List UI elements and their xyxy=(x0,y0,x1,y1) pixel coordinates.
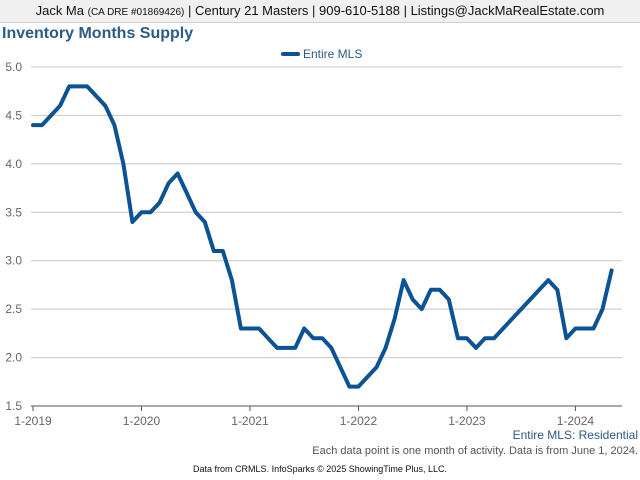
data-point[interactable] xyxy=(31,123,36,128)
x-tick-label: 1-2020 xyxy=(123,414,161,428)
series-line-entire-mls xyxy=(31,84,614,389)
y-tick-label: 4.5 xyxy=(5,108,22,122)
data-point[interactable] xyxy=(555,287,560,292)
x-tick-label: 1-2022 xyxy=(340,414,378,428)
data-point[interactable] xyxy=(148,210,153,215)
x-tick-label: 1-2019 xyxy=(14,414,52,428)
data-point[interactable] xyxy=(175,171,180,176)
data-point[interactable] xyxy=(166,181,171,186)
data-point[interactable] xyxy=(293,345,298,350)
data-point[interactable] xyxy=(266,336,271,341)
header-bar: Jack Ma (CA DRE #01869426) | Century 21 … xyxy=(0,0,640,23)
data-point[interactable] xyxy=(392,316,397,321)
series-layer xyxy=(31,84,614,389)
dre-number: (CA DRE #01869426) xyxy=(87,7,185,18)
data-point[interactable] xyxy=(76,84,81,89)
data-point[interactable] xyxy=(446,297,451,302)
y-tick-label: 2.0 xyxy=(5,351,22,365)
data-point[interactable] xyxy=(437,287,442,292)
data-point[interactable] xyxy=(311,336,316,341)
data-point[interactable] xyxy=(428,287,433,292)
chart-title: Inventory Months Supply xyxy=(2,25,194,42)
data-point[interactable] xyxy=(338,365,343,370)
footer-source: Data from CRMLS. InfoSparks © 2025 Showi… xyxy=(193,464,447,474)
data-point[interactable] xyxy=(455,336,460,341)
y-tick-label: 3.5 xyxy=(5,205,22,219)
data-point[interactable] xyxy=(609,268,614,273)
x-tick-label: 1-2024 xyxy=(557,414,595,428)
data-point[interactable] xyxy=(510,316,515,321)
data-point[interactable] xyxy=(184,190,189,195)
y-axis-tick-labels: 1.5 2.0 2.5 3.0 3.5 4.0 4.5 5.0 xyxy=(5,60,22,413)
legend-label-entire-mls: Entire MLS xyxy=(303,47,362,61)
data-point[interactable] xyxy=(130,219,135,224)
y-tick-label: 3.0 xyxy=(5,254,22,268)
data-point[interactable] xyxy=(220,249,225,254)
data-point[interactable] xyxy=(464,336,469,341)
data-point[interactable] xyxy=(473,345,478,350)
x-tick-label: 1-2023 xyxy=(448,414,486,428)
data-point[interactable] xyxy=(419,307,424,312)
x-axis: 1-2019 1-2020 1-2021 1-2022 1-2023 1-2024 xyxy=(14,405,622,428)
agent-contact: | Century 21 Masters | 909-610-5188 | Li… xyxy=(187,3,605,18)
data-point[interactable] xyxy=(492,336,497,341)
footer-note: Each data point is one month of activity… xyxy=(312,445,638,457)
data-point[interactable] xyxy=(121,161,126,166)
data-point[interactable] xyxy=(49,113,54,118)
data-point[interactable] xyxy=(546,278,551,283)
data-point[interactable] xyxy=(383,345,388,350)
data-point[interactable] xyxy=(302,326,307,331)
data-point[interactable] xyxy=(401,278,406,283)
data-point[interactable] xyxy=(211,249,216,254)
data-point[interactable] xyxy=(573,326,578,331)
y-tick-label: 2.5 xyxy=(5,302,22,316)
data-point[interactable] xyxy=(202,219,207,224)
data-point[interactable] xyxy=(347,384,352,389)
data-point[interactable] xyxy=(275,345,280,350)
y-tick-label: 5.0 xyxy=(5,60,22,74)
data-point[interactable] xyxy=(112,123,117,128)
grid-layer xyxy=(31,66,622,359)
data-point[interactable] xyxy=(591,326,596,331)
data-point[interactable] xyxy=(600,307,605,312)
data-point[interactable] xyxy=(247,326,252,331)
data-point[interactable] xyxy=(528,297,533,302)
data-point[interactable] xyxy=(238,326,243,331)
x-tick-label: 1-2021 xyxy=(231,414,269,428)
data-point[interactable] xyxy=(58,103,63,108)
data-point[interactable] xyxy=(139,210,144,215)
data-point[interactable] xyxy=(103,103,108,108)
agent-name: Jack Ma xyxy=(35,3,84,18)
data-point[interactable] xyxy=(564,336,569,341)
data-point[interactable] xyxy=(519,307,524,312)
y-tick-label: 4.0 xyxy=(5,157,22,171)
data-point[interactable] xyxy=(40,123,45,128)
data-point[interactable] xyxy=(67,84,72,89)
data-point[interactable] xyxy=(374,365,379,370)
data-point[interactable] xyxy=(537,287,542,292)
data-point[interactable] xyxy=(157,200,162,205)
data-point[interactable] xyxy=(94,94,99,99)
footer-series-label: Entire MLS: Residential xyxy=(512,428,638,442)
data-point[interactable] xyxy=(257,326,262,331)
data-point[interactable] xyxy=(329,345,334,350)
data-point[interactable] xyxy=(229,278,234,283)
data-point[interactable] xyxy=(365,374,370,379)
data-point[interactable] xyxy=(320,336,325,341)
data-point[interactable] xyxy=(193,210,198,215)
data-point[interactable] xyxy=(483,336,488,341)
chart-area: 1.52.02.53.03.54.04.55.0 1-2019 1-2020 1-2… xyxy=(5,47,622,428)
data-point[interactable] xyxy=(501,326,506,331)
data-point[interactable] xyxy=(410,297,415,302)
y-tick-label: 1.5 xyxy=(5,399,22,413)
data-point[interactable] xyxy=(85,84,90,89)
legend[interactable]: Entire MLS xyxy=(281,47,362,61)
data-point[interactable] xyxy=(284,345,289,350)
data-point[interactable] xyxy=(582,326,587,331)
data-point[interactable] xyxy=(356,384,361,389)
